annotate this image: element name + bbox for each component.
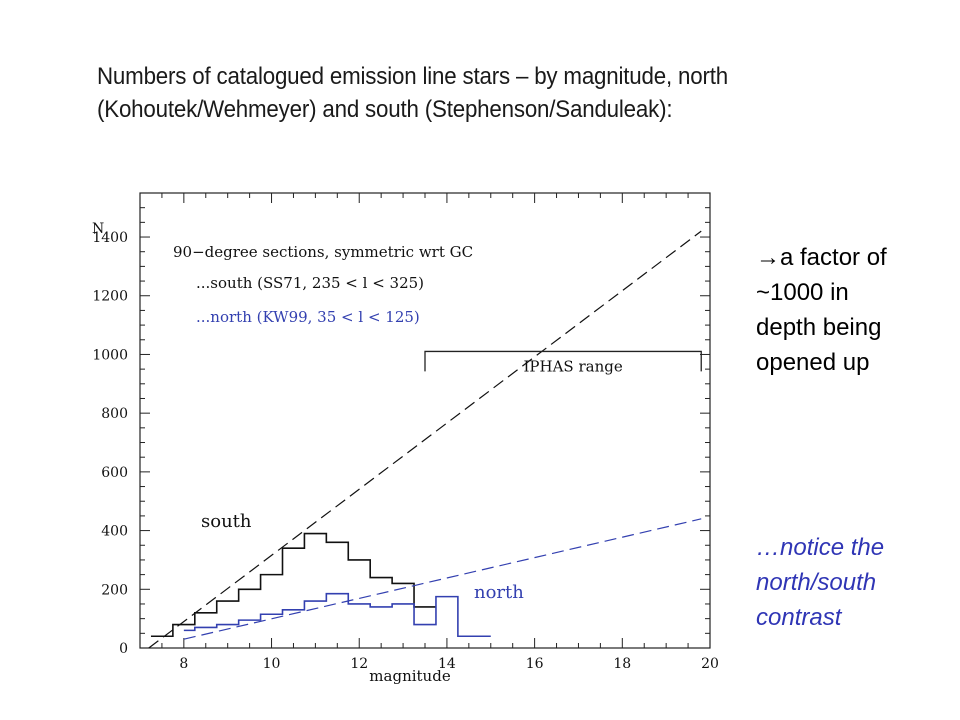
x-axis-label: magnitude bbox=[369, 667, 451, 685]
south-trend-dashed-line bbox=[148, 230, 702, 649]
legend-entry-north: ...north (KW99, 35 < l < 125) bbox=[196, 308, 420, 326]
series-north-histogram bbox=[183, 592, 491, 638]
series-south-histogram bbox=[150, 532, 436, 638]
depth-note-line-4: opened up bbox=[756, 349, 870, 376]
depth-note: →a factor of ~1000 in depth being opened… bbox=[756, 240, 956, 380]
y-tick-label: 600 bbox=[101, 465, 128, 481]
x-tick-label: 18 bbox=[613, 656, 631, 672]
contrast-note-line-3: contrast bbox=[756, 604, 842, 631]
south-label: south bbox=[201, 511, 252, 532]
x-tick-label: 20 bbox=[701, 656, 719, 672]
depth-note-line-3: depth being bbox=[756, 314, 882, 341]
y-tick-label: 200 bbox=[101, 582, 128, 598]
slide-title: Numbers of catalogued emission line star… bbox=[97, 60, 841, 126]
contrast-note: …notice the north/south contrast bbox=[756, 530, 956, 635]
x-tick-label: 8 bbox=[179, 656, 188, 672]
legend-header: 90−degree sections, symmetric wrt GC bbox=[173, 243, 473, 261]
contrast-note-line-2: north/south bbox=[756, 569, 877, 596]
x-tick-label: 16 bbox=[526, 656, 544, 672]
plot-frame bbox=[139, 192, 711, 649]
x-tick-label: 14 bbox=[438, 656, 456, 672]
north-label: north bbox=[474, 582, 524, 603]
iphas-range-bracket bbox=[424, 350, 702, 372]
y-tick-label: 1000 bbox=[92, 347, 128, 363]
y-tick-label: 1400 bbox=[92, 230, 128, 246]
y-axis-label: N bbox=[92, 221, 104, 237]
legend-entry-south: ...south (SS71, 235 < l < 325) bbox=[196, 274, 424, 292]
iphas-range-label: IPHAS range bbox=[523, 357, 622, 375]
y-tick-label: 1200 bbox=[92, 289, 128, 305]
y-tick-label: 800 bbox=[101, 406, 128, 422]
x-tick-label: 12 bbox=[350, 656, 368, 672]
y-tick-label: 400 bbox=[101, 524, 128, 540]
north-trend-dashed-line bbox=[183, 518, 702, 640]
title-line-2: (Kohoutek/Wehmeyer) and south (Stephenso… bbox=[97, 96, 673, 123]
title-line-1: Numbers of catalogued emission line star… bbox=[97, 63, 728, 90]
y-tick-label: 0 bbox=[119, 641, 128, 657]
depth-note-line-1: →a factor of bbox=[756, 244, 887, 271]
depth-note-line-2: ~1000 in bbox=[756, 279, 849, 306]
contrast-note-line-1: …notice the bbox=[756, 534, 885, 561]
x-tick-label: 10 bbox=[263, 656, 281, 672]
